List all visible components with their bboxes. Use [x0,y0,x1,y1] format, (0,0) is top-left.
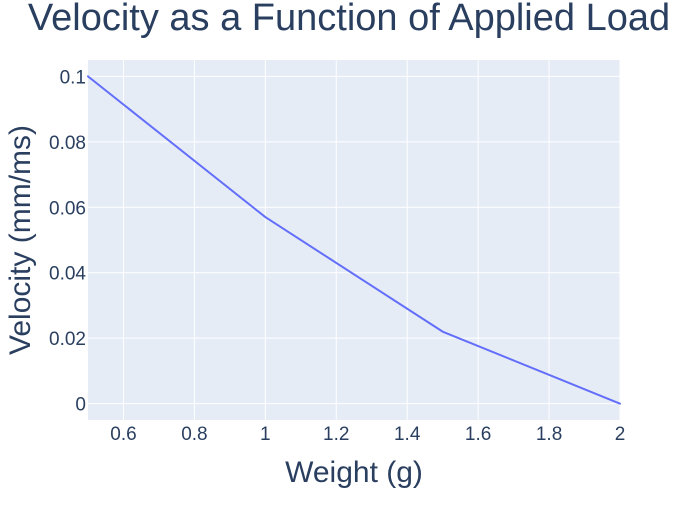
y-gridlines [88,75,620,405]
y-tick-label: 0.08 [49,133,86,154]
x-gridlines [122,60,621,420]
x-tick-labels: 0.6 0.8 1 1.2 1.4 1.6 1.8 2 [110,424,625,445]
x-tick-label: 1.6 [465,424,491,445]
x-tick-label: 1.2 [323,424,349,445]
plot-area [88,60,620,420]
series-layer [87,75,621,405]
y-tick-label: 0.06 [49,198,86,219]
y-tick-label: 0.1 [60,67,86,88]
y-tick-label: 0.02 [49,329,86,350]
y-tick-label: 0 [75,395,86,416]
x-tick-label: 0.8 [181,424,207,445]
y-tick-label: 0.04 [49,264,86,285]
x-tick-label: 2 [615,424,626,445]
x-tick-label: 1.8 [536,424,562,445]
y-axis-title: Velocity (mm/ms) [4,125,37,355]
chart-title: Velocity as a Function of Applied Load [28,0,670,39]
x-tick-label: 0.6 [110,424,136,445]
x-tick-label: 1.4 [394,424,421,445]
x-tick-label: 1 [260,424,271,445]
series-line [87,75,621,405]
y-tick-labels: 0 0.02 0.04 0.06 0.08 0.1 [49,67,86,415]
x-axis-title: Weight (g) [285,456,423,489]
